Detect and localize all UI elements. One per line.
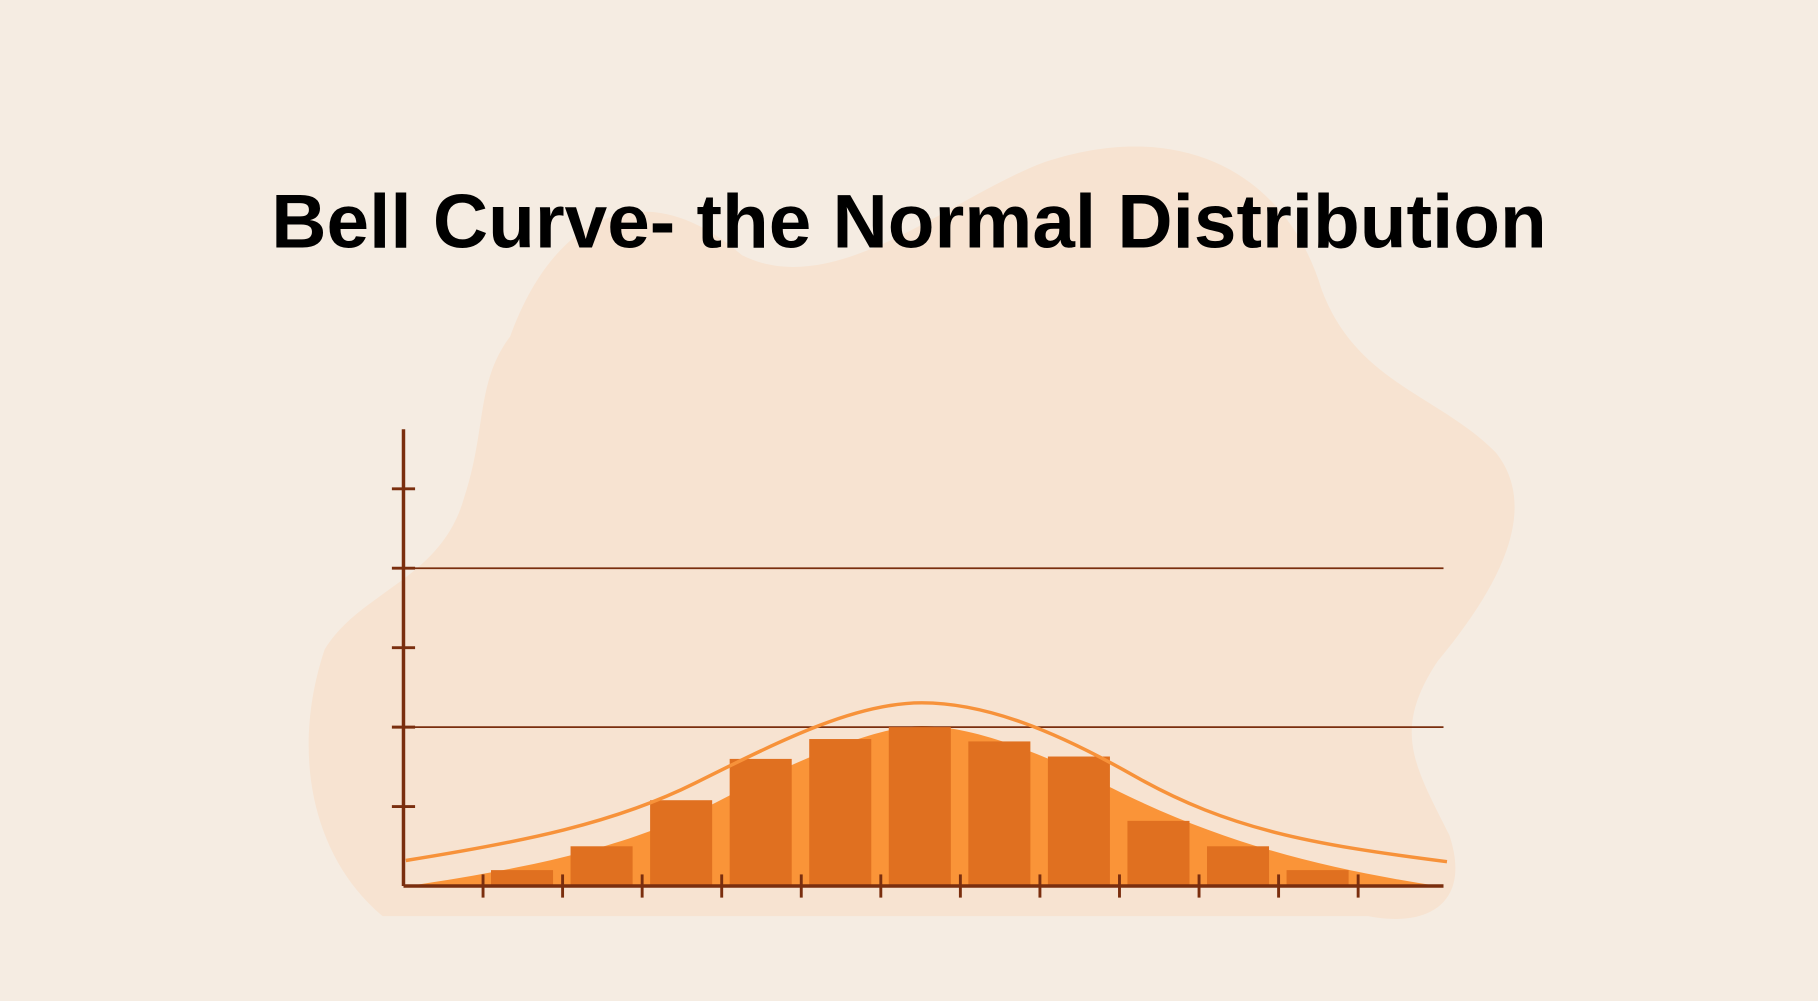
bar — [729, 758, 792, 887]
bar — [888, 727, 951, 887]
chart-title: Bell Curve- the Normal Distribution — [271, 180, 1546, 265]
bar — [809, 739, 872, 887]
bar — [1286, 870, 1349, 887]
bar — [490, 870, 554, 887]
bar — [650, 800, 713, 887]
bar — [570, 846, 633, 887]
background-blob — [308, 146, 1515, 920]
bar — [1047, 756, 1110, 887]
bar — [968, 741, 1031, 887]
bell-curve — [405, 701, 1448, 864]
plot-area — [391, 429, 1444, 898]
bar — [1127, 820, 1190, 887]
bar — [1206, 846, 1270, 887]
